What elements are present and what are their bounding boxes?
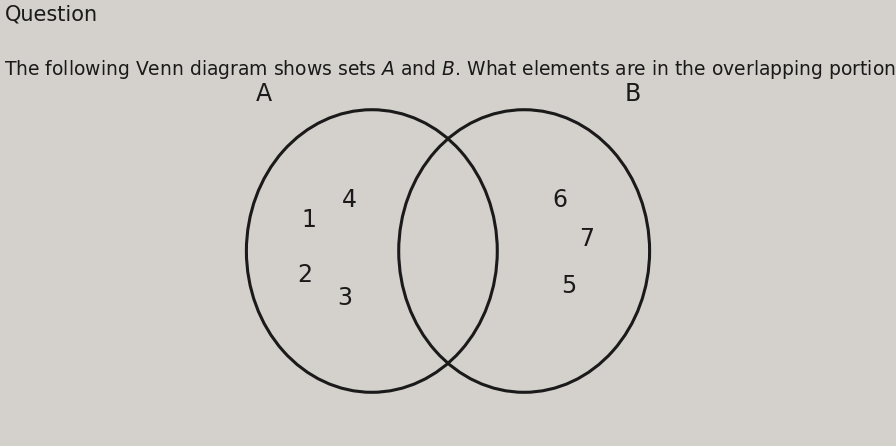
Text: Question: Question — [4, 4, 98, 25]
Text: 4: 4 — [342, 188, 357, 212]
Text: 1: 1 — [302, 207, 316, 231]
Text: 3: 3 — [338, 286, 352, 310]
Text: 2: 2 — [297, 263, 312, 287]
Text: The following Venn diagram shows sets $\it{A}$ and $\it{B}$. What elements are i: The following Venn diagram shows sets $\… — [4, 58, 896, 81]
Text: 6: 6 — [553, 188, 567, 212]
Text: 5: 5 — [561, 274, 577, 298]
Text: A: A — [255, 82, 271, 106]
Text: B: B — [625, 82, 641, 106]
Text: 7: 7 — [580, 227, 594, 251]
